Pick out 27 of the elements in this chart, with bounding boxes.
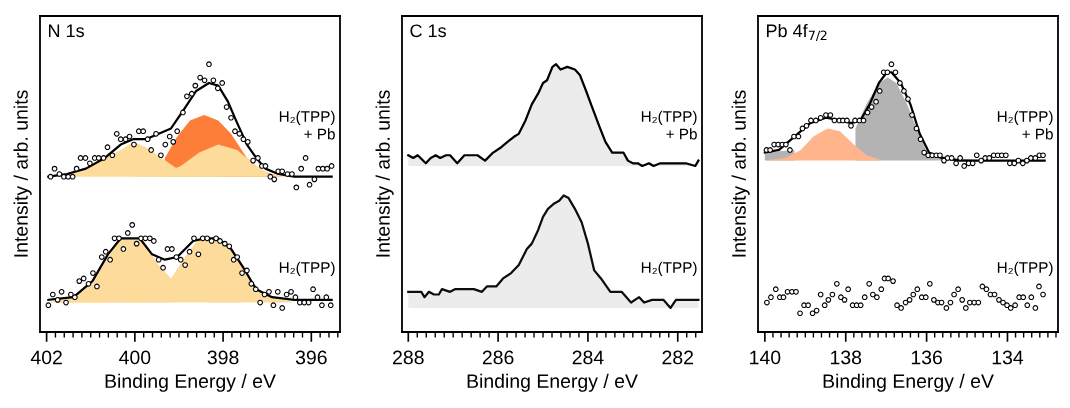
y-axis-title: Intensity / arb. units <box>731 90 750 257</box>
annotation: H₂(TPP) + Pb <box>279 110 335 140</box>
x-tick-label: 284 <box>572 350 604 365</box>
x-tick-label: 286 <box>482 350 514 365</box>
annotation: H₂(TPP) + Pb <box>997 110 1053 140</box>
x-tick-label: 396 <box>295 350 327 365</box>
x-tick-label: 282 <box>662 350 693 365</box>
x-tick-label: 402 <box>30 350 62 365</box>
annotation: H₂(TPP) <box>279 261 335 276</box>
y-axis-title: Intensity / arb. units <box>13 90 32 257</box>
x-tick-label: 398 <box>207 350 239 365</box>
annotation: H₂(TPP) + Pb <box>641 110 697 140</box>
x-tick-label: 400 <box>119 350 151 365</box>
x-tick-label: 134 <box>992 350 1024 365</box>
annotation: H₂(TPP) <box>997 261 1053 276</box>
x-tick-label: 288 <box>393 350 424 365</box>
chart-title: Pb 4f$_{7/2}$ <box>766 23 827 42</box>
x-axis-title: Binding Energy / eV <box>467 373 638 392</box>
x-axis-title: Binding Energy / eV <box>105 373 276 392</box>
annotation: H₂(TPP) <box>641 261 697 276</box>
x-tick-label: 140 <box>750 350 781 365</box>
y-axis-title: Intensity / arb. units <box>375 90 394 257</box>
chart-title: N 1s <box>48 24 84 38</box>
x-axis-title: Binding Energy / eV <box>823 373 994 392</box>
x-tick-label: 138 <box>831 350 862 365</box>
x-tick-label: 136 <box>911 350 942 365</box>
chart-title: C 1s <box>410 24 446 38</box>
